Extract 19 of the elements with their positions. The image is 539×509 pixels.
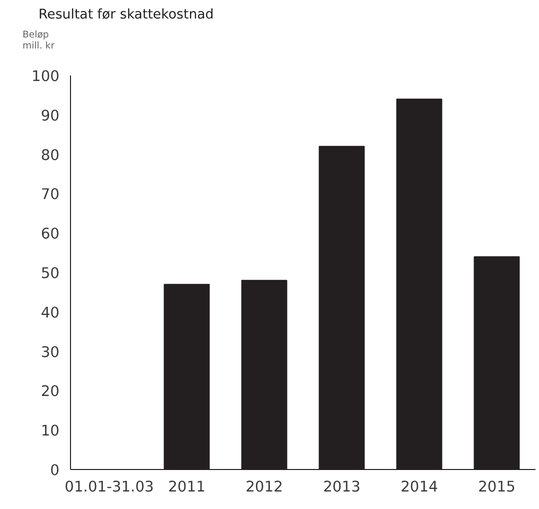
x-tick-label: 2012: [246, 478, 283, 496]
y-tick-label: 90: [40, 107, 60, 124]
y-tick-label: 10: [40, 422, 60, 440]
x-tick-label: 01.01-31.03: [64, 478, 154, 496]
x-tick-label: 2015: [478, 478, 516, 496]
y-axis-title: Beløp mill. kr: [22, 30, 55, 52]
y-tick-label: 100: [32, 68, 60, 85]
chart-title: Resultat før skattekostnad: [38, 8, 214, 22]
x-tick-label: 2013: [323, 478, 360, 496]
y-tick-label: 40: [40, 304, 60, 322]
y-tick-label: 0: [50, 462, 60, 479]
x-tick-label: 2011: [168, 478, 206, 496]
y-tick-label: 30: [40, 344, 60, 361]
y-tick-label: 60: [40, 226, 60, 243]
y-tick-label: 20: [40, 383, 60, 400]
x-tick-label: 2014: [400, 478, 438, 496]
y-tick-label: 80: [40, 146, 60, 164]
y-tick-label: 50: [40, 265, 60, 282]
y-tick-label: 70: [40, 186, 60, 204]
